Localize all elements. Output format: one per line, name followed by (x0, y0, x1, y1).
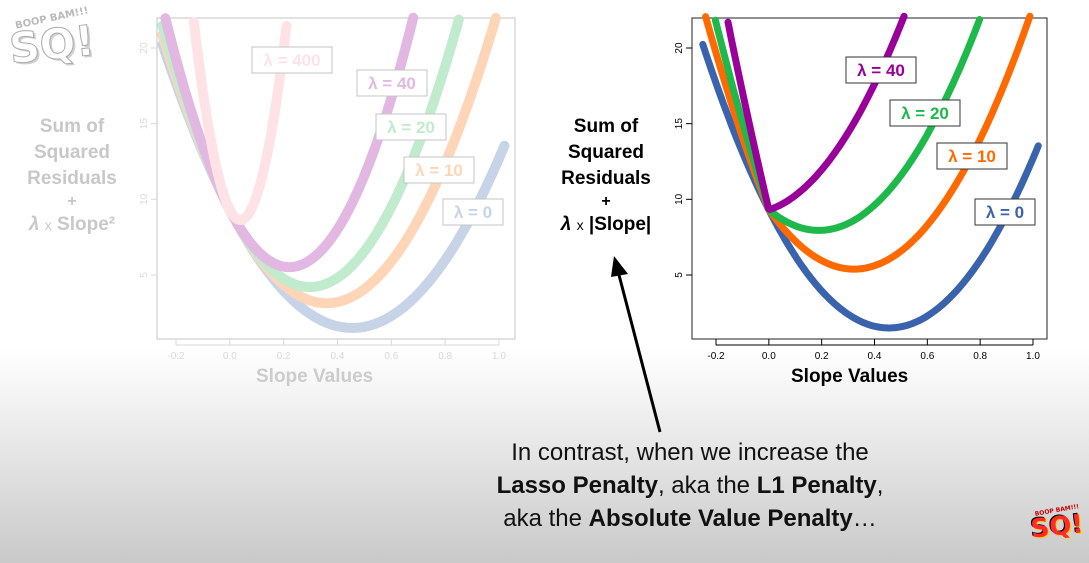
svg-text:λ = 40: λ = 40 (368, 74, 416, 93)
x-tick-label: 0.0 (223, 351, 237, 362)
svg-text:λ = 400: λ = 400 (263, 51, 320, 70)
y-tick-label: 20 (674, 42, 685, 54)
x-tick-label: 0.8 (438, 351, 452, 362)
left-ylabel-line3: Residuals (27, 168, 117, 189)
left-ylabel-penalty: λ x Slope² (12, 212, 132, 238)
y-tick-label: 5 (139, 272, 150, 278)
left-label-lambda-0: λ = 0 (442, 198, 504, 226)
svg-text:λ = 20: λ = 20 (901, 104, 949, 123)
x-tick-label: 0.4 (331, 351, 345, 362)
y-tick-label: 10 (139, 193, 150, 205)
left-curve-lambda-0 (157, 39, 510, 333)
x-tick-label: 0.8 (973, 351, 987, 362)
svg-text:λ = 20: λ = 20 (387, 118, 435, 137)
caption-aka-1: , aka the (657, 472, 757, 499)
right-ylabel-plus: + (601, 193, 611, 210)
caption-line3: aka the Absolute Value Penalty… (440, 502, 940, 535)
left-times-symbol: x (44, 217, 52, 233)
svg-text:λ = 40: λ = 40 (857, 61, 905, 80)
left-label-lambda-400: λ = 400 (251, 46, 333, 74)
right-curves: λ = 40 λ = 20 λ = 10 λ = 0 (699, 12, 1042, 332)
left-label-lambda-20: λ = 20 (375, 113, 447, 141)
left-curves: λ = 400 λ = 40 λ = 20 λ = 10 λ = 0 (157, 12, 510, 333)
caption-line1: In contrast, when we increase the (511, 439, 869, 466)
svg-text:λ = 0: λ = 0 (986, 203, 1024, 222)
x-tick-label: -0.2 (167, 351, 185, 362)
left-xlabel: Slope Values (256, 366, 374, 387)
right-lambda-symbol: λ (560, 214, 572, 235)
caption-lasso-penalty: Lasso Penalty (496, 472, 658, 499)
right-chart: λ = 40 λ = 20 λ = 10 λ = 0 -0.2 0.0 0.2 0.4 0.6… (674, 12, 1048, 362)
x-tick-label: 1.0 (1026, 351, 1040, 362)
right-times-symbol: x (576, 217, 584, 233)
slide-caption: In contrast, when we increase the Lasso … (440, 436, 940, 535)
right-label-lambda-10: λ = 10 (936, 142, 1008, 170)
x-tick-label: 0.6 (920, 351, 934, 362)
x-tick-label: 0.2 (815, 351, 829, 362)
right-plot-frame (691, 17, 1048, 340)
caption-aka-2: aka the (503, 505, 589, 532)
right-label-lambda-0: λ = 0 (974, 198, 1036, 226)
x-tick-label: 0.6 (384, 351, 398, 362)
right-ylabel-line2: Squared (567, 142, 645, 163)
y-tick-label: 15 (674, 118, 685, 130)
right-ylabel: Sum of Squared Residuals + λ x |Slope| (546, 114, 666, 238)
y-tick-label: 10 (674, 193, 685, 205)
left-plot-frame (156, 17, 516, 340)
left-penalty-term: Slope² (57, 214, 116, 235)
right-penalty-term: |Slope| (588, 214, 652, 235)
logo-small-main: SQ! (1029, 509, 1085, 545)
x-tick-label: 0.0 (762, 351, 776, 362)
right-axes: -0.2 0.0 0.2 0.4 0.6 0.8 1.0 5 10 15 20 (674, 42, 1040, 362)
left-chart: λ = 400 λ = 40 λ = 20 λ = 10 λ = 0 -0.2 0.0 0.… (139, 12, 516, 362)
y-tick-label: 15 (139, 118, 150, 130)
caption-l1-penalty: L1 Penalty (756, 472, 877, 499)
left-axes: -0.2 0.0 0.2 0.4 0.6 0.8 1.0 5 10 15 20 (139, 42, 506, 362)
caption-ellipsis: … (852, 505, 877, 532)
left-curve-lambda-20 (157, 14, 464, 292)
x-tick-label: 0.4 (868, 351, 882, 362)
left-curve-lambda-10 (157, 12, 501, 309)
svg-text:λ = 10: λ = 10 (948, 147, 996, 166)
right-label-lambda-40: λ = 40 (845, 56, 917, 84)
statquest-logo-small: BOOP BAM!!! SQ! (1029, 503, 1085, 558)
pointer-arrow (611, 256, 662, 433)
right-ylabel-line1: Sum of (573, 116, 639, 137)
right-ylabel-line3: Residuals (561, 168, 651, 189)
x-tick-label: -0.2 (707, 351, 725, 362)
right-ylabel-penalty: λ x |Slope| (546, 212, 666, 238)
left-curve-lambda-40 (160, 12, 419, 273)
right-label-lambda-20: λ = 20 (889, 99, 961, 127)
left-label-lambda-40: λ = 40 (356, 69, 428, 97)
y-tick-label: 20 (139, 42, 150, 54)
svg-text:λ = 10: λ = 10 (415, 161, 463, 180)
y-tick-label: 5 (674, 272, 685, 278)
left-label-lambda-10: λ = 10 (403, 156, 475, 184)
left-curve-lambda-400 (188, 17, 292, 225)
left-lambda-symbol: λ (28, 214, 40, 235)
left-ylabel-line1: Sum of (39, 116, 105, 137)
x-tick-label: 1.0 (492, 351, 506, 362)
left-ylabel-line2: Squared (33, 142, 111, 163)
x-tick-label: 0.2 (277, 351, 291, 362)
caption-line2: Lasso Penalty, aka the L1 Penalty, (440, 469, 940, 502)
left-ylabel: Sum of Squared Residuals + λ x Slope² (12, 114, 132, 238)
svg-text:λ = 0: λ = 0 (454, 203, 492, 222)
statquest-logo-large: BOOP BAM!!! SQ! (7, 5, 98, 96)
caption-absolute-value-penalty: Absolute Value Penalty (588, 505, 853, 532)
left-ylabel-plus: + (67, 193, 77, 210)
caption-comma: , (876, 472, 884, 499)
right-xlabel: Slope Values (791, 366, 909, 387)
right-curve-lambda-40 (724, 12, 908, 213)
logo-large-main: SQ! (7, 15, 98, 74)
